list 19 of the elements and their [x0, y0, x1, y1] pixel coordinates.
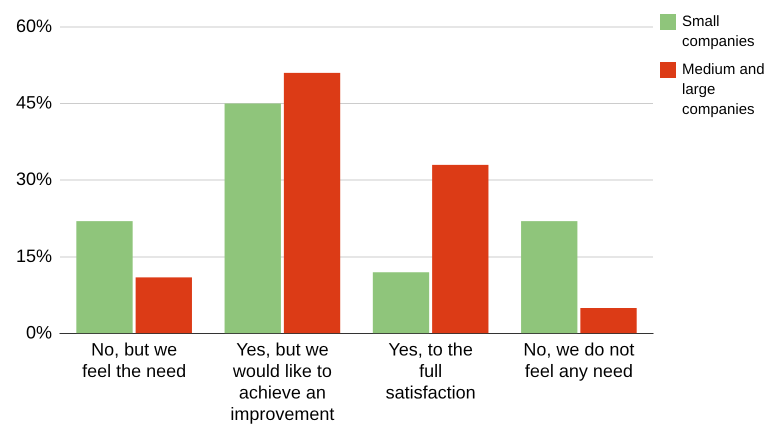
bar	[224, 104, 281, 334]
y-tick-label: 0%	[26, 322, 52, 343]
x-tick-label: No, but we feel the need	[82, 339, 186, 381]
bar	[580, 308, 637, 334]
bar	[521, 221, 578, 334]
bar	[284, 72, 340, 334]
x-tick-label: Yes, but we would like to achieve an improvement	[230, 339, 334, 424]
bar	[76, 221, 133, 334]
legend-label: Small companies	[682, 12, 756, 52]
x-tick-label: No, we do not feel any need	[523, 339, 634, 381]
y-tick-label: 45%	[16, 92, 52, 112]
y-tick-label: 60%	[16, 16, 52, 36]
x-tick-label: Yes, to the full satisfaction	[386, 339, 476, 403]
bar	[136, 277, 192, 334]
legend-label: Medium and large companies	[682, 60, 766, 120]
bar	[372, 272, 430, 334]
y-tick-label: 15%	[16, 246, 52, 266]
y-tick-label: 30%	[16, 169, 52, 190]
bar	[432, 164, 488, 334]
